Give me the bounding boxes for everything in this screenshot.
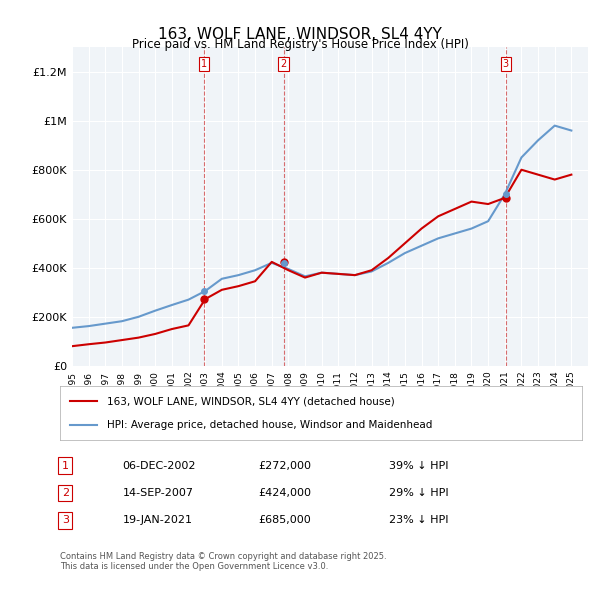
Text: £272,000: £272,000 (259, 461, 311, 471)
Text: 23% ↓ HPI: 23% ↓ HPI (389, 516, 448, 526)
Text: 3: 3 (62, 516, 69, 526)
Text: Contains HM Land Registry data © Crown copyright and database right 2025.
This d: Contains HM Land Registry data © Crown c… (60, 552, 386, 571)
Text: £424,000: £424,000 (259, 488, 311, 498)
Text: 14-SEP-2007: 14-SEP-2007 (122, 488, 194, 498)
Text: 19-JAN-2021: 19-JAN-2021 (122, 516, 193, 526)
Text: 1: 1 (62, 461, 69, 471)
Text: Price paid vs. HM Land Registry's House Price Index (HPI): Price paid vs. HM Land Registry's House … (131, 38, 469, 51)
Text: 06-DEC-2002: 06-DEC-2002 (122, 461, 196, 471)
Text: 3: 3 (503, 60, 509, 70)
Text: 2: 2 (62, 488, 69, 498)
Text: 2: 2 (280, 60, 287, 70)
Text: HPI: Average price, detached house, Windsor and Maidenhead: HPI: Average price, detached house, Wind… (107, 419, 433, 430)
Text: 163, WOLF LANE, WINDSOR, SL4 4YY: 163, WOLF LANE, WINDSOR, SL4 4YY (158, 27, 442, 41)
Text: £685,000: £685,000 (259, 516, 311, 526)
Text: 29% ↓ HPI: 29% ↓ HPI (389, 488, 448, 498)
Text: 163, WOLF LANE, WINDSOR, SL4 4YY (detached house): 163, WOLF LANE, WINDSOR, SL4 4YY (detach… (107, 396, 395, 407)
Text: 1: 1 (201, 60, 207, 70)
Text: 39% ↓ HPI: 39% ↓ HPI (389, 461, 448, 471)
